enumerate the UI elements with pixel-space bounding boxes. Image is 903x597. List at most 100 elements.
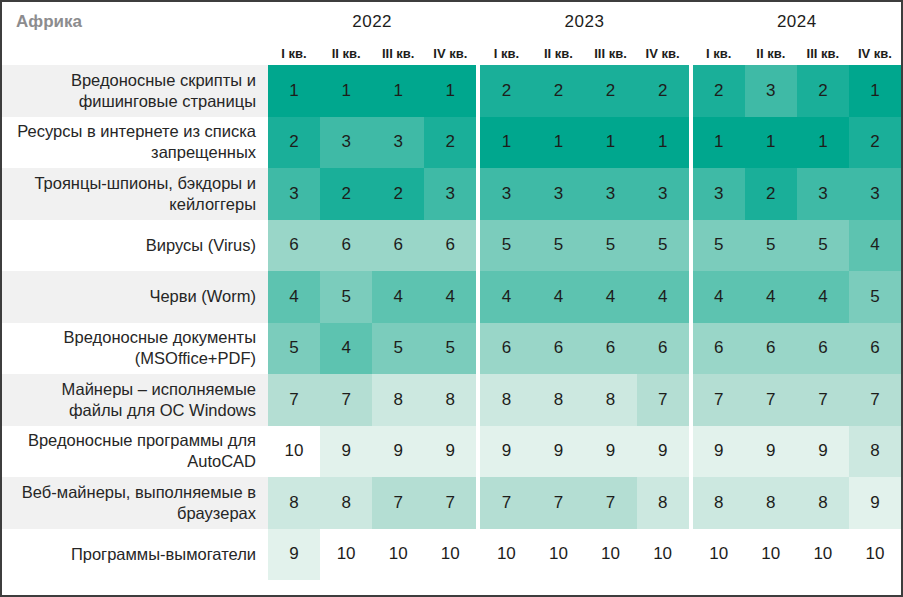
- heatmap-cell: 7: [584, 477, 636, 529]
- heatmap-cell: 4: [532, 271, 584, 323]
- heatmap-cell: 4: [372, 271, 424, 323]
- heatmap-cell: 3: [584, 168, 636, 220]
- row-label: Вредоносные программы для AutoCAD: [2, 426, 268, 478]
- heatmap-cell: 6: [584, 323, 636, 375]
- heatmap-cell: 1: [745, 117, 797, 169]
- heatmap-cell: 10: [372, 529, 424, 581]
- heatmap-cell: 5: [424, 323, 476, 375]
- heatmap-cell: 9: [268, 529, 320, 581]
- heatmap-cell: 9: [320, 426, 372, 478]
- heatmap-cell: 2: [424, 117, 476, 169]
- heatmap-cell: 4: [745, 271, 797, 323]
- heatmap-cell: 10: [637, 529, 689, 581]
- heatmap-cell: 9: [849, 477, 901, 529]
- heatmap-cell: 4: [584, 271, 636, 323]
- heatmap-cell: 1: [424, 65, 476, 117]
- heatmap-cell: 4: [268, 271, 320, 323]
- heatmap-cell: 3: [745, 65, 797, 117]
- heatmap-cell: 6: [637, 323, 689, 375]
- row-label-text: Вирусы (Virus): [146, 235, 256, 256]
- heatmap-cell: 10: [849, 529, 901, 581]
- heatmap-cell: 3: [797, 168, 849, 220]
- heatmap-grid: Африка 2022 2023 2024 I кв.II кв.III кв.…: [2, 2, 901, 580]
- heatmap-cell: 2: [849, 117, 901, 169]
- quarter-header: II кв.: [320, 42, 372, 65]
- heatmap-cell: 2: [693, 65, 745, 117]
- quarter-header: I кв.: [268, 42, 320, 65]
- heatmap-cell: 8: [480, 374, 532, 426]
- heatmap-cell: 8: [532, 374, 584, 426]
- row-label-text: Вредоносные документы (MSOffice+PDF): [8, 327, 256, 369]
- row-label: Вредоносные документы (MSOffice+PDF): [2, 323, 268, 375]
- heatmap-cell: 8: [637, 477, 689, 529]
- heatmap-cell: 8: [584, 374, 636, 426]
- heatmap-cell: 1: [849, 65, 901, 117]
- heatmap-cell: 2: [745, 168, 797, 220]
- heatmap-cell: 5: [372, 323, 424, 375]
- row-label-text: Троянцы-шпионы, бэкдоры и кейлоггеры: [8, 173, 256, 215]
- heatmap-cell: 7: [480, 477, 532, 529]
- heatmap-figure: Африка 2022 2023 2024 I кв.II кв.III кв.…: [0, 0, 903, 597]
- heatmap-cell: 4: [320, 323, 372, 375]
- heatmap-cell: 5: [320, 271, 372, 323]
- row-label-text: Вредоносные программы для AutoCAD: [8, 430, 256, 472]
- row-label-text: Веб-майнеры, выполняемые в браузерах: [8, 482, 256, 524]
- heatmap-cell: 8: [268, 477, 320, 529]
- heatmap-cell: 3: [480, 168, 532, 220]
- heatmap-cell: 1: [797, 117, 849, 169]
- heatmap-cell: 2: [797, 65, 849, 117]
- heatmap-cell: 9: [372, 426, 424, 478]
- heatmap-cell: 9: [637, 426, 689, 478]
- heatmap-cell: 7: [637, 374, 689, 426]
- quarter-header: IV кв.: [637, 42, 689, 65]
- heatmap-cell: 5: [849, 271, 901, 323]
- heatmap-cell: 5: [480, 220, 532, 272]
- row-label: Вирусы (Virus): [2, 220, 268, 272]
- heatmap-cell: 4: [693, 271, 745, 323]
- heatmap-cell: 4: [849, 220, 901, 272]
- heatmap-cell: 9: [797, 426, 849, 478]
- row-label-text: Вредоносные скрипты и фишинговые страниц…: [8, 70, 256, 112]
- heatmap-cell: 3: [424, 168, 476, 220]
- heatmap-cell: 6: [372, 220, 424, 272]
- heatmap-cell: 7: [849, 374, 901, 426]
- heatmap-cell: 9: [745, 426, 797, 478]
- row-label: Веб-майнеры, выполняемые в браузерах: [2, 477, 268, 529]
- heatmap-cell: 10: [584, 529, 636, 581]
- heatmap-cell: 3: [637, 168, 689, 220]
- heatmap-cell: 6: [480, 323, 532, 375]
- heatmap-cell: 2: [480, 65, 532, 117]
- row-label-text: Майнеры – исполняемые файлы для ОС Windo…: [8, 379, 256, 421]
- heatmap-cell: 5: [532, 220, 584, 272]
- heatmap-cell: 5: [693, 220, 745, 272]
- heatmap-cell: 10: [424, 529, 476, 581]
- heatmap-cell: 8: [424, 374, 476, 426]
- quarter-header: III кв.: [797, 42, 849, 65]
- quarter-header: IV кв.: [424, 42, 476, 65]
- row-label-text: Программы-вымогатели: [71, 544, 256, 565]
- heatmap-cell: 8: [693, 477, 745, 529]
- heatmap-cell: 5: [584, 220, 636, 272]
- heatmap-cell: 1: [637, 117, 689, 169]
- row-label: Троянцы-шпионы, бэкдоры и кейлоггеры: [2, 168, 268, 220]
- heatmap-cell: 8: [372, 374, 424, 426]
- heatmap-cell: 10: [532, 529, 584, 581]
- heatmap-cell: 6: [849, 323, 901, 375]
- row-label-text: Черви (Worm): [149, 286, 256, 307]
- heatmap-cell: 3: [268, 168, 320, 220]
- quarter-header: II кв.: [745, 42, 797, 65]
- row-label: Программы-вымогатели: [2, 529, 268, 581]
- heatmap-cell: 5: [745, 220, 797, 272]
- heatmap-cell: 7: [372, 477, 424, 529]
- heatmap-cell: 4: [480, 271, 532, 323]
- heatmap-cell: 3: [320, 117, 372, 169]
- row-label: Черви (Worm): [2, 271, 268, 323]
- heatmap-cell: 4: [637, 271, 689, 323]
- row-label: Ресурсы в интернете из списка запрещенны…: [2, 117, 268, 169]
- heatmap-cell: 10: [268, 426, 320, 478]
- heatmap-cell: 7: [745, 374, 797, 426]
- heatmap-cell: 8: [745, 477, 797, 529]
- quarter-header: II кв.: [532, 42, 584, 65]
- heatmap-cell: 6: [532, 323, 584, 375]
- year-header-2023: 2023: [480, 2, 688, 42]
